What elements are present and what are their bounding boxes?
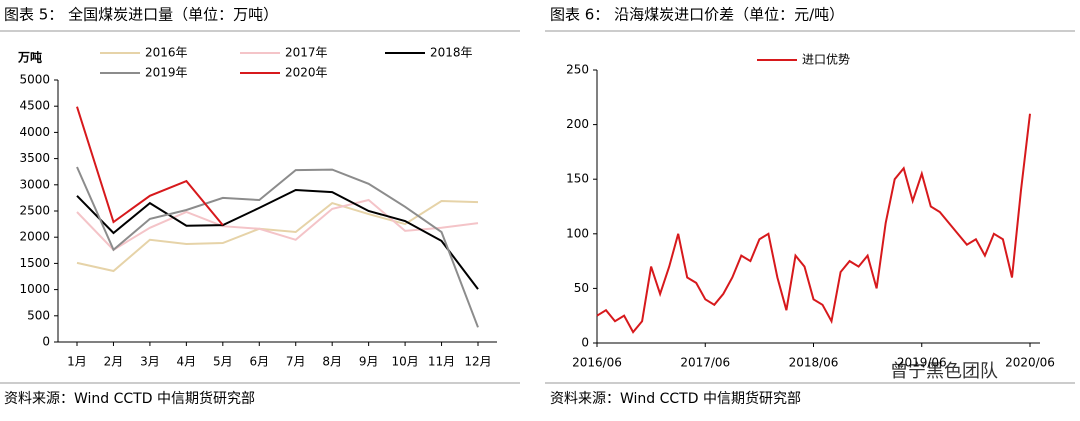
y-axis-label: 万吨 [17, 50, 42, 65]
y-tick-label: 3500 [19, 151, 50, 165]
watermark: 曾宁黑色团队 [890, 361, 998, 382]
source: 资料来源：Wind CCTD 中信期货研究部 [4, 390, 255, 407]
series-line [76, 166, 479, 328]
chart-title: 图表 5： 全国煤炭进口量（单位：万吨） [4, 6, 278, 24]
x-tick-label: 2019/06 [897, 356, 947, 370]
series-line [596, 113, 1031, 334]
y-tick-label: 2000 [19, 230, 50, 244]
x-tick-label: 8月 [322, 355, 342, 369]
series-line [76, 106, 224, 226]
y-tick-label: 0 [42, 335, 50, 349]
y-tick-label: 100 [566, 226, 589, 240]
y-tick-label: 5000 [19, 73, 50, 87]
chart-title: 图表 6： 沿海煤炭进口价差（单位：元/吨） [550, 6, 844, 24]
series-line [76, 199, 479, 273]
x-tick-label: 10月 [391, 355, 418, 369]
x-tick-label: 1月 [67, 355, 87, 369]
y-tick-label: 50 [574, 281, 589, 295]
legend-label: 2020年 [285, 66, 328, 80]
x-tick-label: 5月 [213, 355, 233, 369]
legend-label: 2019年 [145, 66, 188, 80]
source: 资料来源：Wind CCTD 中信期货研究部 [550, 390, 801, 407]
y-tick-label: 250 [566, 63, 589, 77]
y-tick-label: 3000 [19, 177, 50, 191]
x-tick-label: 7月 [286, 355, 306, 369]
x-tick-label: 3月 [140, 355, 160, 369]
x-tick-label: 4月 [177, 355, 197, 369]
x-tick-label: 9月 [359, 355, 379, 369]
y-tick-label: 500 [27, 308, 50, 322]
x-tick-label: 11月 [428, 355, 455, 369]
y-tick-label: 4500 [19, 99, 50, 113]
series-line [76, 198, 479, 252]
legend-label: 2017年 [285, 46, 328, 60]
x-tick-label: 2018/06 [789, 356, 839, 370]
legend-label: 2018年 [430, 46, 473, 60]
x-tick-label: 2月 [104, 355, 124, 369]
y-tick-label: 2500 [19, 204, 50, 218]
x-tick-label: 6月 [249, 355, 269, 369]
x-tick-label: 2020/06 [1005, 356, 1055, 370]
x-tick-label: 2017/06 [680, 356, 730, 370]
y-tick-label: 0 [581, 336, 589, 350]
legend-label: 2016年 [145, 46, 188, 60]
x-tick-label: 12月 [464, 355, 491, 369]
legend-label: 进口优势 [802, 53, 850, 67]
x-tick-label: 2016/06 [572, 356, 622, 370]
y-tick-label: 1000 [19, 282, 50, 296]
y-tick-label: 150 [566, 172, 589, 186]
y-tick-label: 200 [566, 117, 589, 131]
series-line [76, 188, 479, 290]
y-tick-label: 1500 [19, 256, 50, 270]
y-tick-label: 4000 [19, 125, 50, 139]
